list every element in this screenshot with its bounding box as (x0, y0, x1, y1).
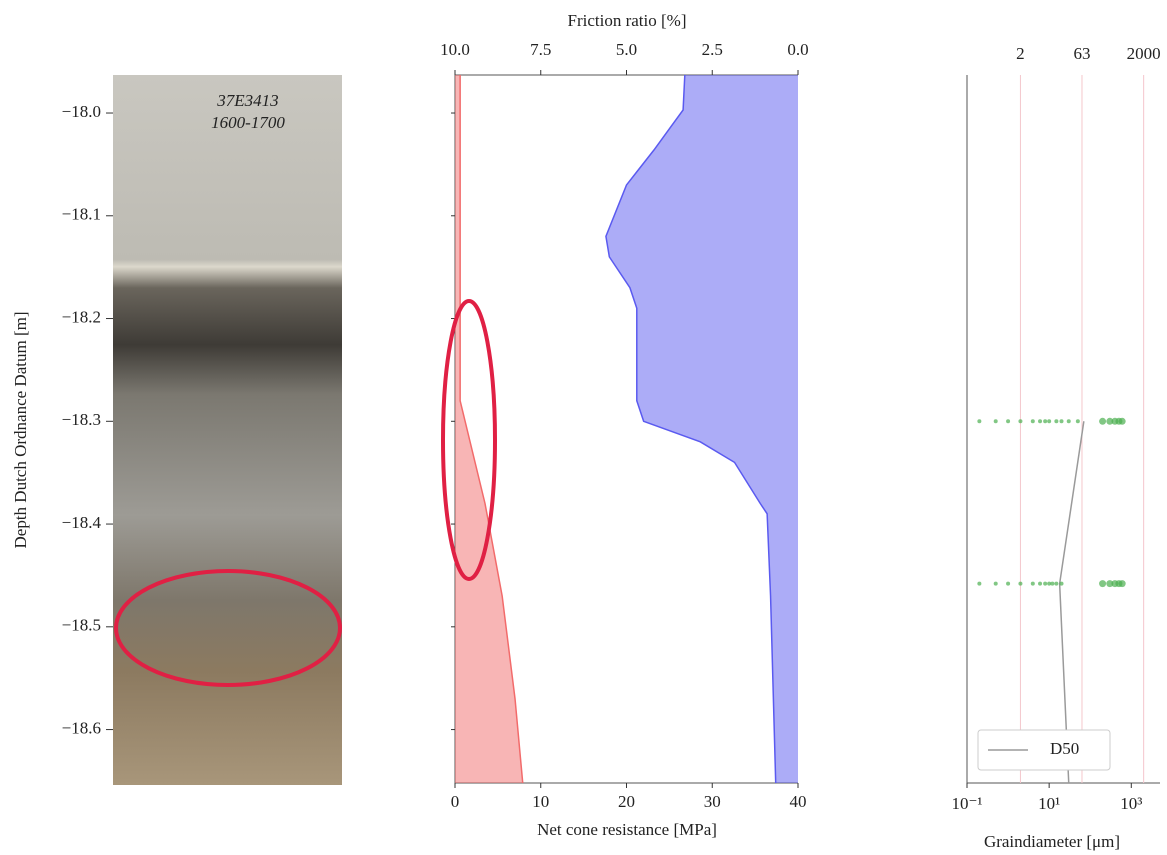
x2-tick-label: 63 (1073, 44, 1090, 63)
x-tick-label: 20 (618, 792, 635, 811)
grain-point (1067, 419, 1071, 423)
grain-point (1038, 582, 1042, 586)
grain-point (1060, 582, 1064, 586)
grain-point (1031, 419, 1035, 423)
x-tick-label: 10⁻¹ (951, 794, 982, 813)
y-tick-label: −18.0 (62, 102, 101, 121)
x2-tick-label: 10.0 (440, 40, 470, 59)
grain-point (1054, 582, 1058, 586)
d50-line (1060, 421, 1084, 783)
x2-tick-label: 2 (1016, 44, 1025, 63)
legend-label: D50 (1050, 739, 1079, 758)
photo-label: 1600-1700 (211, 113, 285, 132)
x-tick-label: 30 (704, 792, 721, 811)
x-tick-label: 40 (790, 792, 807, 811)
grain-point (1054, 419, 1058, 423)
y-tick-label: −18.4 (62, 513, 102, 532)
grain-point (1050, 582, 1054, 586)
grain-point (1060, 419, 1064, 423)
x-axis-label: Graindiameter [μm] (984, 832, 1120, 851)
grain-point (1043, 582, 1047, 586)
x2-tick-label: 2000 (1127, 44, 1161, 63)
y-tick-label: −18.5 (62, 616, 101, 635)
y-tick-label: −18.1 (62, 205, 101, 224)
x-tick-label: 10 (532, 792, 549, 811)
figure: 37E3413 1600-1700 Depth Dutch Ordnance D… (0, 0, 1167, 855)
x-axis-label: Net cone resistance [MPa] (537, 820, 717, 839)
grain-point (1099, 580, 1106, 587)
x-tick-label: 10¹ (1038, 794, 1060, 813)
x2-axis-label: Friction ratio [%] (568, 11, 687, 30)
x2-tick-label: 0.0 (787, 40, 808, 59)
area-fill (606, 75, 798, 783)
grain-point (1006, 419, 1010, 423)
grain-point (1031, 582, 1035, 586)
x2-tick-label: 5.0 (616, 40, 637, 59)
grain-point (1038, 419, 1042, 423)
grain-point (1099, 418, 1106, 425)
grain-point (1119, 580, 1126, 587)
grain-point (994, 419, 998, 423)
x2-tick-label: 7.5 (530, 40, 551, 59)
grain-point (1076, 419, 1080, 423)
core-photo (113, 75, 342, 785)
grain-point (1119, 418, 1126, 425)
y-tick-label: −18.2 (62, 307, 101, 326)
grain-point (977, 419, 981, 423)
x-tick-label: 0 (451, 792, 460, 811)
grain-point (977, 582, 981, 586)
grain-point (1018, 419, 1022, 423)
y-tick-label: −18.6 (62, 718, 101, 737)
grain-point (1047, 419, 1051, 423)
y-tick-label: −18.3 (62, 410, 101, 429)
y-axis-label: Depth Dutch Ordnance Datum [m] (11, 312, 30, 549)
x-tick-label: 10³ (1120, 794, 1142, 813)
grain-point (1043, 419, 1047, 423)
grain-point (1018, 582, 1022, 586)
photo-label: 37E3413 (216, 91, 278, 110)
grain-point (1006, 582, 1010, 586)
x2-tick-label: 2.5 (702, 40, 723, 59)
grain-point (994, 582, 998, 586)
